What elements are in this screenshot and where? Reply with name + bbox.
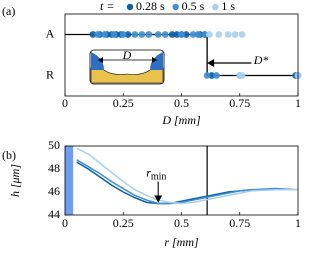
panel-label: (b): [2, 148, 16, 162]
legend-label: 0.5 s: [182, 0, 205, 13]
x-tick-label: 1: [295, 96, 301, 110]
y-tick-label: R: [46, 67, 54, 81]
point: [145, 31, 153, 38]
y-tick-label: 48: [48, 161, 60, 175]
annotation-base: r: [146, 165, 151, 179]
point: [119, 31, 127, 38]
x-axis-label: r [mm]: [164, 235, 199, 249]
point: [208, 72, 216, 79]
point: [124, 31, 132, 38]
point: [168, 31, 176, 38]
point: [215, 31, 223, 38]
annotation-sub: min: [151, 172, 167, 183]
y-tick-label: A: [46, 26, 55, 40]
threshold-arrowhead: [207, 59, 215, 67]
x-tick-label: 0.75: [229, 216, 250, 230]
point: [138, 31, 146, 38]
y-tick-label: 50: [48, 138, 60, 152]
line: [76, 159, 299, 205]
point: [238, 72, 246, 79]
point: [89, 31, 97, 38]
inset-drop-left: [91, 52, 104, 70]
point: [189, 31, 197, 38]
shaded-region: [65, 146, 74, 215]
point: [203, 72, 211, 79]
panel-label: (a): [2, 4, 15, 18]
x-tick-label: 0.5: [174, 216, 189, 230]
legend-marker: [126, 3, 134, 11]
point: [110, 31, 118, 38]
point: [231, 31, 239, 38]
annotation-arrowhead: [154, 195, 163, 203]
point: [206, 31, 213, 38]
y-tick-label: 44: [48, 207, 60, 221]
point: [224, 31, 232, 38]
threshold-label: D*: [253, 53, 269, 67]
point: [201, 31, 209, 38]
point: [154, 31, 162, 38]
legend-marker: [212, 3, 219, 11]
x-axis-label: D [mm]: [161, 113, 201, 127]
point: [182, 31, 190, 38]
legend-title: t =: [100, 0, 114, 13]
inset-drop-right: [150, 52, 163, 70]
legend-label: 1 s: [221, 0, 235, 13]
point: [101, 31, 109, 38]
x-tick-label: 0: [62, 216, 68, 230]
inset: [89, 49, 165, 85]
point: [213, 72, 220, 79]
x-tick-label: 1: [295, 216, 301, 230]
annotation-label: rmin: [146, 165, 166, 183]
line: [76, 147, 298, 205]
line: [76, 161, 298, 205]
point: [94, 31, 102, 38]
x-tick-label: 0.5: [174, 96, 189, 110]
point: [173, 31, 181, 38]
axes-box: [64, 145, 299, 216]
legend-marker: [172, 3, 179, 11]
point: [194, 31, 202, 38]
point: [178, 31, 185, 38]
x-tick-label: 0: [62, 96, 68, 110]
point: [161, 31, 169, 38]
x-tick-label: 0.25: [113, 216, 134, 230]
x-tick-label: 0.75: [229, 96, 250, 110]
axes-box: [64, 13, 299, 97]
point: [131, 31, 139, 38]
y-axis-label: h [μm]: [8, 164, 22, 197]
x-tick-label: 0.25: [113, 96, 134, 110]
legend-label: 0.28 s: [136, 0, 165, 13]
point: [238, 31, 246, 38]
y-tick-label: 46: [48, 184, 60, 198]
inset-label: D: [122, 48, 132, 62]
